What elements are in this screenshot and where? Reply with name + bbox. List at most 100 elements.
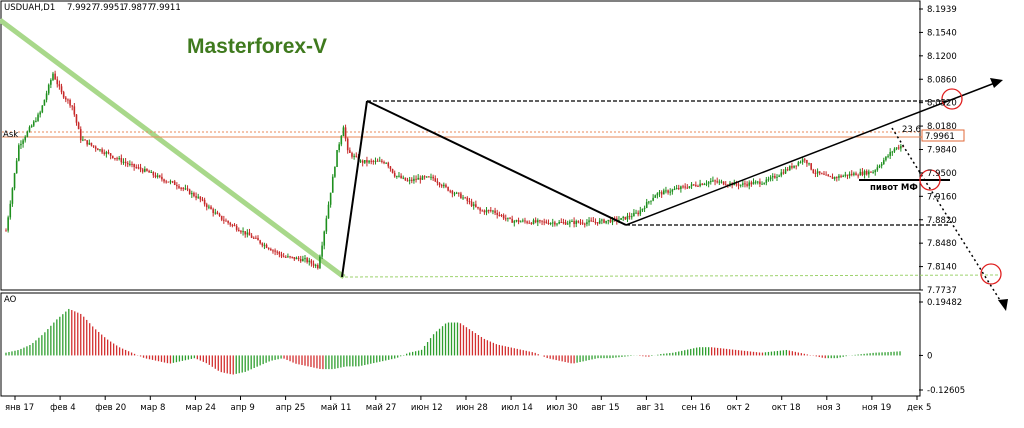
candle-body xyxy=(485,210,488,213)
candle-body xyxy=(314,265,317,267)
candle-body xyxy=(212,209,214,213)
candle-body xyxy=(133,163,135,167)
candle-body xyxy=(885,156,887,161)
x-tick-label: май 27 xyxy=(366,403,397,413)
y-tick-label: 7.7737 xyxy=(927,286,957,296)
candle-body xyxy=(663,190,665,195)
candle-body xyxy=(342,127,345,137)
candle-body xyxy=(71,105,74,107)
uptrend-line xyxy=(625,80,1001,226)
candle-body xyxy=(746,184,748,186)
candle-body xyxy=(449,190,452,192)
candle-body xyxy=(103,152,106,154)
candle-body xyxy=(543,221,545,223)
candle-body xyxy=(853,173,855,175)
annotations-under xyxy=(0,17,1001,280)
candle-body xyxy=(370,160,373,162)
candle-body xyxy=(468,201,471,203)
candle-body xyxy=(897,147,900,149)
candle-body xyxy=(131,163,133,165)
x-tick-label: ноя 3 xyxy=(817,403,841,413)
candle-body xyxy=(244,231,246,235)
candle-body xyxy=(797,162,800,166)
candle-body xyxy=(325,218,328,232)
candle-body xyxy=(430,176,432,178)
candle-body xyxy=(810,163,812,170)
candle-body xyxy=(195,196,197,198)
candle-body xyxy=(252,237,255,239)
annotations xyxy=(341,78,1008,311)
candle-body xyxy=(658,192,661,194)
candle-body xyxy=(299,259,302,262)
candle-body xyxy=(54,73,56,80)
candle-body xyxy=(878,165,881,168)
candle-body xyxy=(799,162,802,164)
candle-body xyxy=(874,170,877,173)
candle-body xyxy=(519,221,522,223)
candle-body xyxy=(842,175,844,177)
candle-body xyxy=(859,171,862,176)
candle-body xyxy=(353,155,355,157)
candle-body xyxy=(82,139,84,141)
candle-body xyxy=(284,256,287,258)
x-tick-label: мар 8 xyxy=(140,403,165,413)
candle-body xyxy=(43,99,46,106)
candle-body xyxy=(692,184,695,186)
candle-body xyxy=(840,175,842,177)
candle-body xyxy=(406,180,409,182)
candle-body xyxy=(62,92,65,98)
candle-body xyxy=(387,162,390,167)
candle-body xyxy=(675,187,678,189)
candle-body xyxy=(146,168,148,171)
candle-body xyxy=(714,180,716,182)
ao-tick-label: 0 xyxy=(927,351,932,361)
x-tick-label: фев 4 xyxy=(50,403,76,413)
candle-body xyxy=(351,152,353,157)
y-tick-label: 8.1540 xyxy=(927,28,957,38)
candle-body xyxy=(60,86,63,93)
candle-body xyxy=(289,256,291,258)
candle-body xyxy=(737,184,740,186)
candle-body xyxy=(697,185,699,187)
candle-body xyxy=(492,210,494,212)
candle-body xyxy=(205,204,208,208)
candle-body xyxy=(114,157,116,159)
candle-body xyxy=(436,181,439,183)
highlight-circle xyxy=(941,88,963,110)
candle-body xyxy=(111,155,114,158)
candle-body xyxy=(620,218,622,220)
candle-body xyxy=(724,184,727,186)
candle-body xyxy=(129,163,131,165)
candle-body xyxy=(635,212,637,214)
candle-body xyxy=(270,248,272,251)
candle-body xyxy=(654,195,657,198)
candle-body xyxy=(786,169,789,171)
candle-body xyxy=(154,175,157,178)
candle-body xyxy=(225,220,227,222)
y-tick-label: 7.8140 xyxy=(927,263,957,273)
candle-body xyxy=(165,181,167,183)
candle-body xyxy=(784,169,787,174)
candle-body xyxy=(349,150,351,153)
candle-body xyxy=(148,170,150,173)
candle-body xyxy=(850,173,853,175)
candle-body xyxy=(317,265,319,269)
candle-body xyxy=(712,180,714,182)
candle-body xyxy=(457,192,460,194)
candle-body xyxy=(144,168,146,172)
candle-body xyxy=(378,160,381,162)
candle-body xyxy=(86,140,88,145)
candle-body xyxy=(722,181,725,185)
candle-body xyxy=(47,84,50,94)
candle-body xyxy=(282,256,285,258)
pivot-label: пивот МФ xyxy=(870,183,918,193)
candle-body xyxy=(26,131,29,137)
candle-body xyxy=(827,174,830,177)
candle-body xyxy=(37,114,39,121)
candle-body xyxy=(900,146,902,149)
candle-body xyxy=(122,161,125,163)
candle-body xyxy=(246,232,249,235)
candle-body xyxy=(163,179,165,182)
candle-body xyxy=(410,179,413,181)
